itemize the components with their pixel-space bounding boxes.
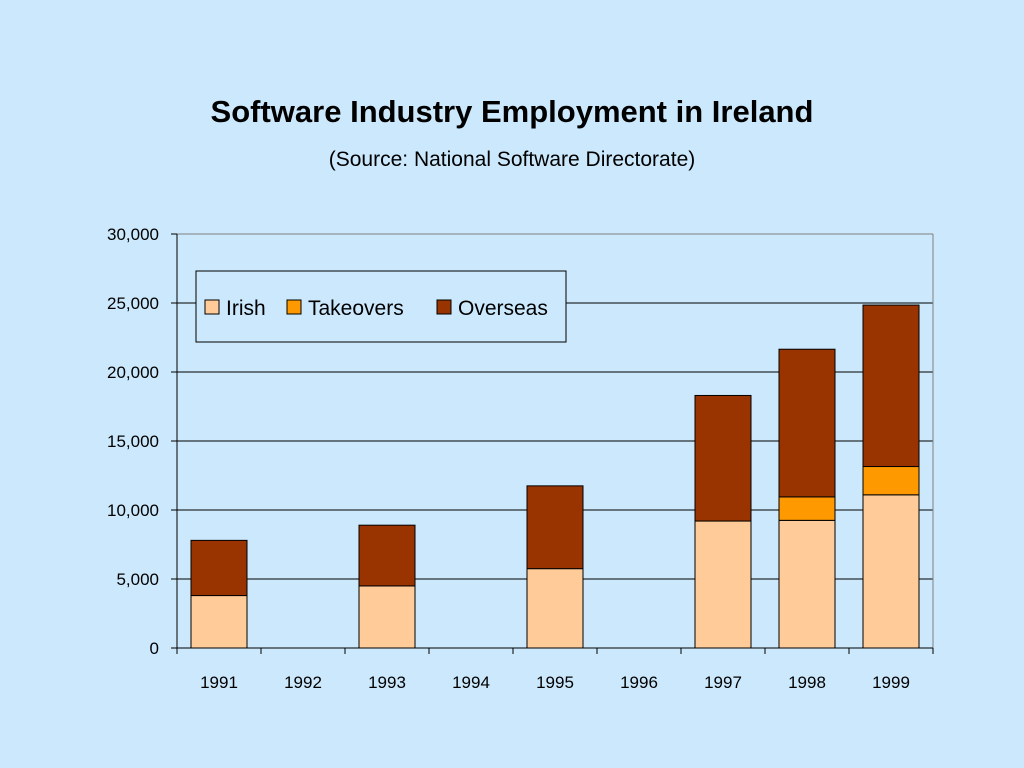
bar-overseas-1998: [778, 348, 836, 498]
x-tick-label: 1997: [704, 673, 742, 692]
bar-overseas-1993: [358, 524, 416, 587]
x-tick-label: 1991: [200, 673, 238, 692]
bar-irish-1995: [526, 568, 584, 649]
y-tick-label: 25,000: [107, 294, 159, 313]
bar-irish-1999: [862, 494, 920, 649]
y-tick-label: 10,000: [107, 501, 159, 520]
bar-takeovers-1999: [862, 466, 920, 496]
legend-box: [195, 270, 567, 343]
x-tick-label: 1995: [536, 673, 574, 692]
legend-swatch-overseas: [436, 299, 452, 315]
bars: [190, 304, 920, 649]
bar-overseas-1995: [526, 485, 584, 570]
bar-takeovers-1998: [778, 496, 836, 521]
legend-label-takeovers: Takeovers: [308, 297, 404, 320]
legend-swatch-takeovers: [286, 299, 302, 315]
bar-irish-1993: [358, 585, 416, 649]
legend-label-irish: Irish: [226, 297, 266, 320]
legend: Irish Takeovers Overseas: [195, 270, 567, 343]
y-tick-label: 0: [150, 639, 159, 658]
legend-label-overseas: Overseas: [458, 297, 548, 320]
x-tick-label: 1999: [872, 673, 910, 692]
x-tick-label: 1993: [368, 673, 406, 692]
y-tick-label: 5,000: [116, 570, 159, 589]
y-tick-labels: 0 5,000 10,000 15,000 20,000 25,000 30,000: [107, 225, 159, 658]
x-tick-label: 1996: [620, 673, 658, 692]
axes: [171, 233, 934, 654]
legend-swatch-irish: [204, 299, 220, 315]
bar-overseas-1999: [862, 304, 920, 468]
bar-overseas-1997: [694, 394, 752, 522]
bar-irish-1991: [190, 595, 248, 649]
x-tick-labels: 1991 1992 1993 1994 1995 1996 1997 1998 1999: [200, 673, 910, 692]
chart-subtitle: (Source: National Software Directorate): [328, 148, 696, 171]
x-tick-label: 1998: [788, 673, 826, 692]
y-tick-label: 30,000: [107, 225, 159, 244]
chart-title: Software Industry Employment in Ireland: [210, 94, 814, 129]
y-tick-label: 20,000: [107, 363, 159, 382]
x-tick-label: 1992: [284, 673, 322, 692]
bar-overseas-1991: [190, 539, 248, 597]
x-tick-label: 1994: [452, 673, 490, 692]
y-tick-label: 15,000: [107, 432, 159, 451]
bar-irish-1997: [694, 520, 752, 649]
bar-irish-1998: [778, 519, 836, 649]
